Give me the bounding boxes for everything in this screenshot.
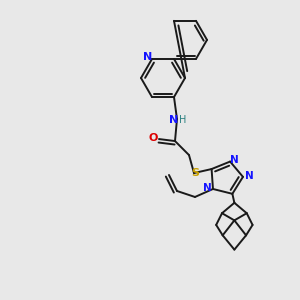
Text: N: N	[230, 154, 239, 165]
Text: N: N	[169, 115, 178, 125]
Text: O: O	[148, 133, 158, 143]
Text: N: N	[143, 52, 153, 62]
Text: N: N	[244, 171, 253, 181]
Text: N: N	[202, 183, 211, 193]
Text: H: H	[179, 115, 187, 125]
Text: S: S	[191, 168, 199, 178]
